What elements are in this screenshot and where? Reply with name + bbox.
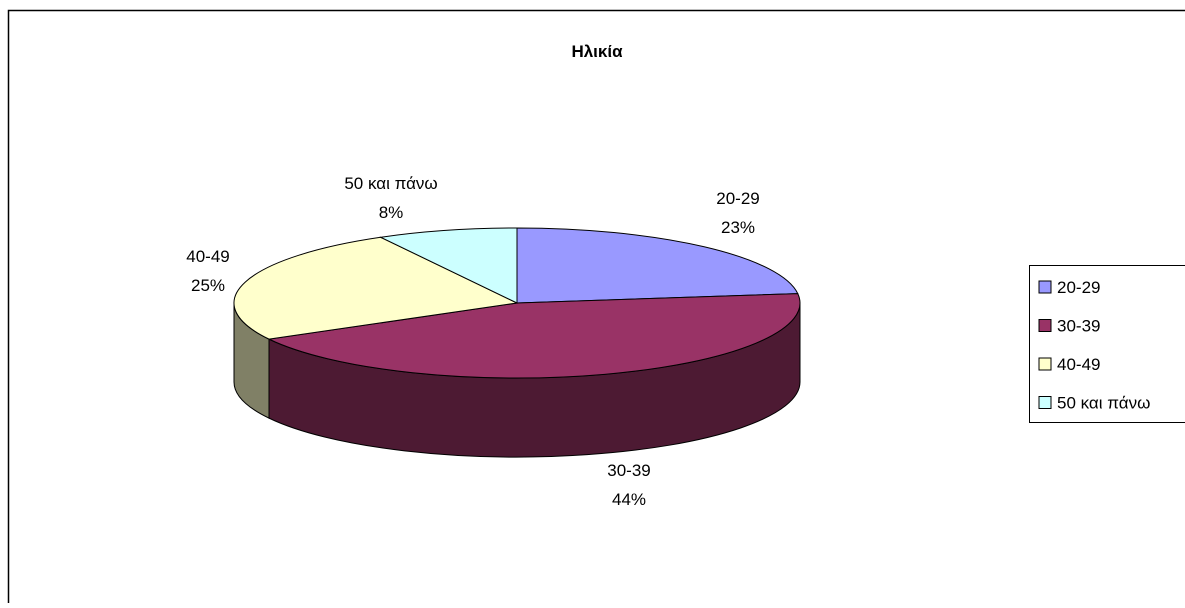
data-label-category-4: 50 και πάνω [344,174,437,193]
legend-swatch-2 [1039,320,1051,332]
legend-swatch-1 [1039,281,1051,293]
legend-label-1: 20-29 [1057,278,1100,297]
legend-swatch-4 [1039,397,1051,409]
data-label-value-3: 25% [191,276,225,295]
legend: 20-29 30-39 40-49 50 και πάνω [1030,266,1185,423]
data-label-value-2: 44% [612,490,646,509]
pie-slice-1 [517,228,798,303]
legend-label-3: 40-49 [1057,355,1100,374]
data-label-value-4: 8% [379,203,404,222]
data-label-category-2: 30-39 [607,461,650,480]
legend-swatch-3 [1039,358,1051,370]
legend-label-4: 50 και πάνω [1057,394,1150,413]
data-label-category-3: 40-49 [186,247,229,266]
chart-title: Ηλικία [571,42,623,61]
data-label-category-1: 20-29 [716,189,759,208]
data-label-value-1: 23% [721,218,755,237]
pie-slices [234,228,800,378]
legend-label-2: 30-39 [1057,317,1100,336]
